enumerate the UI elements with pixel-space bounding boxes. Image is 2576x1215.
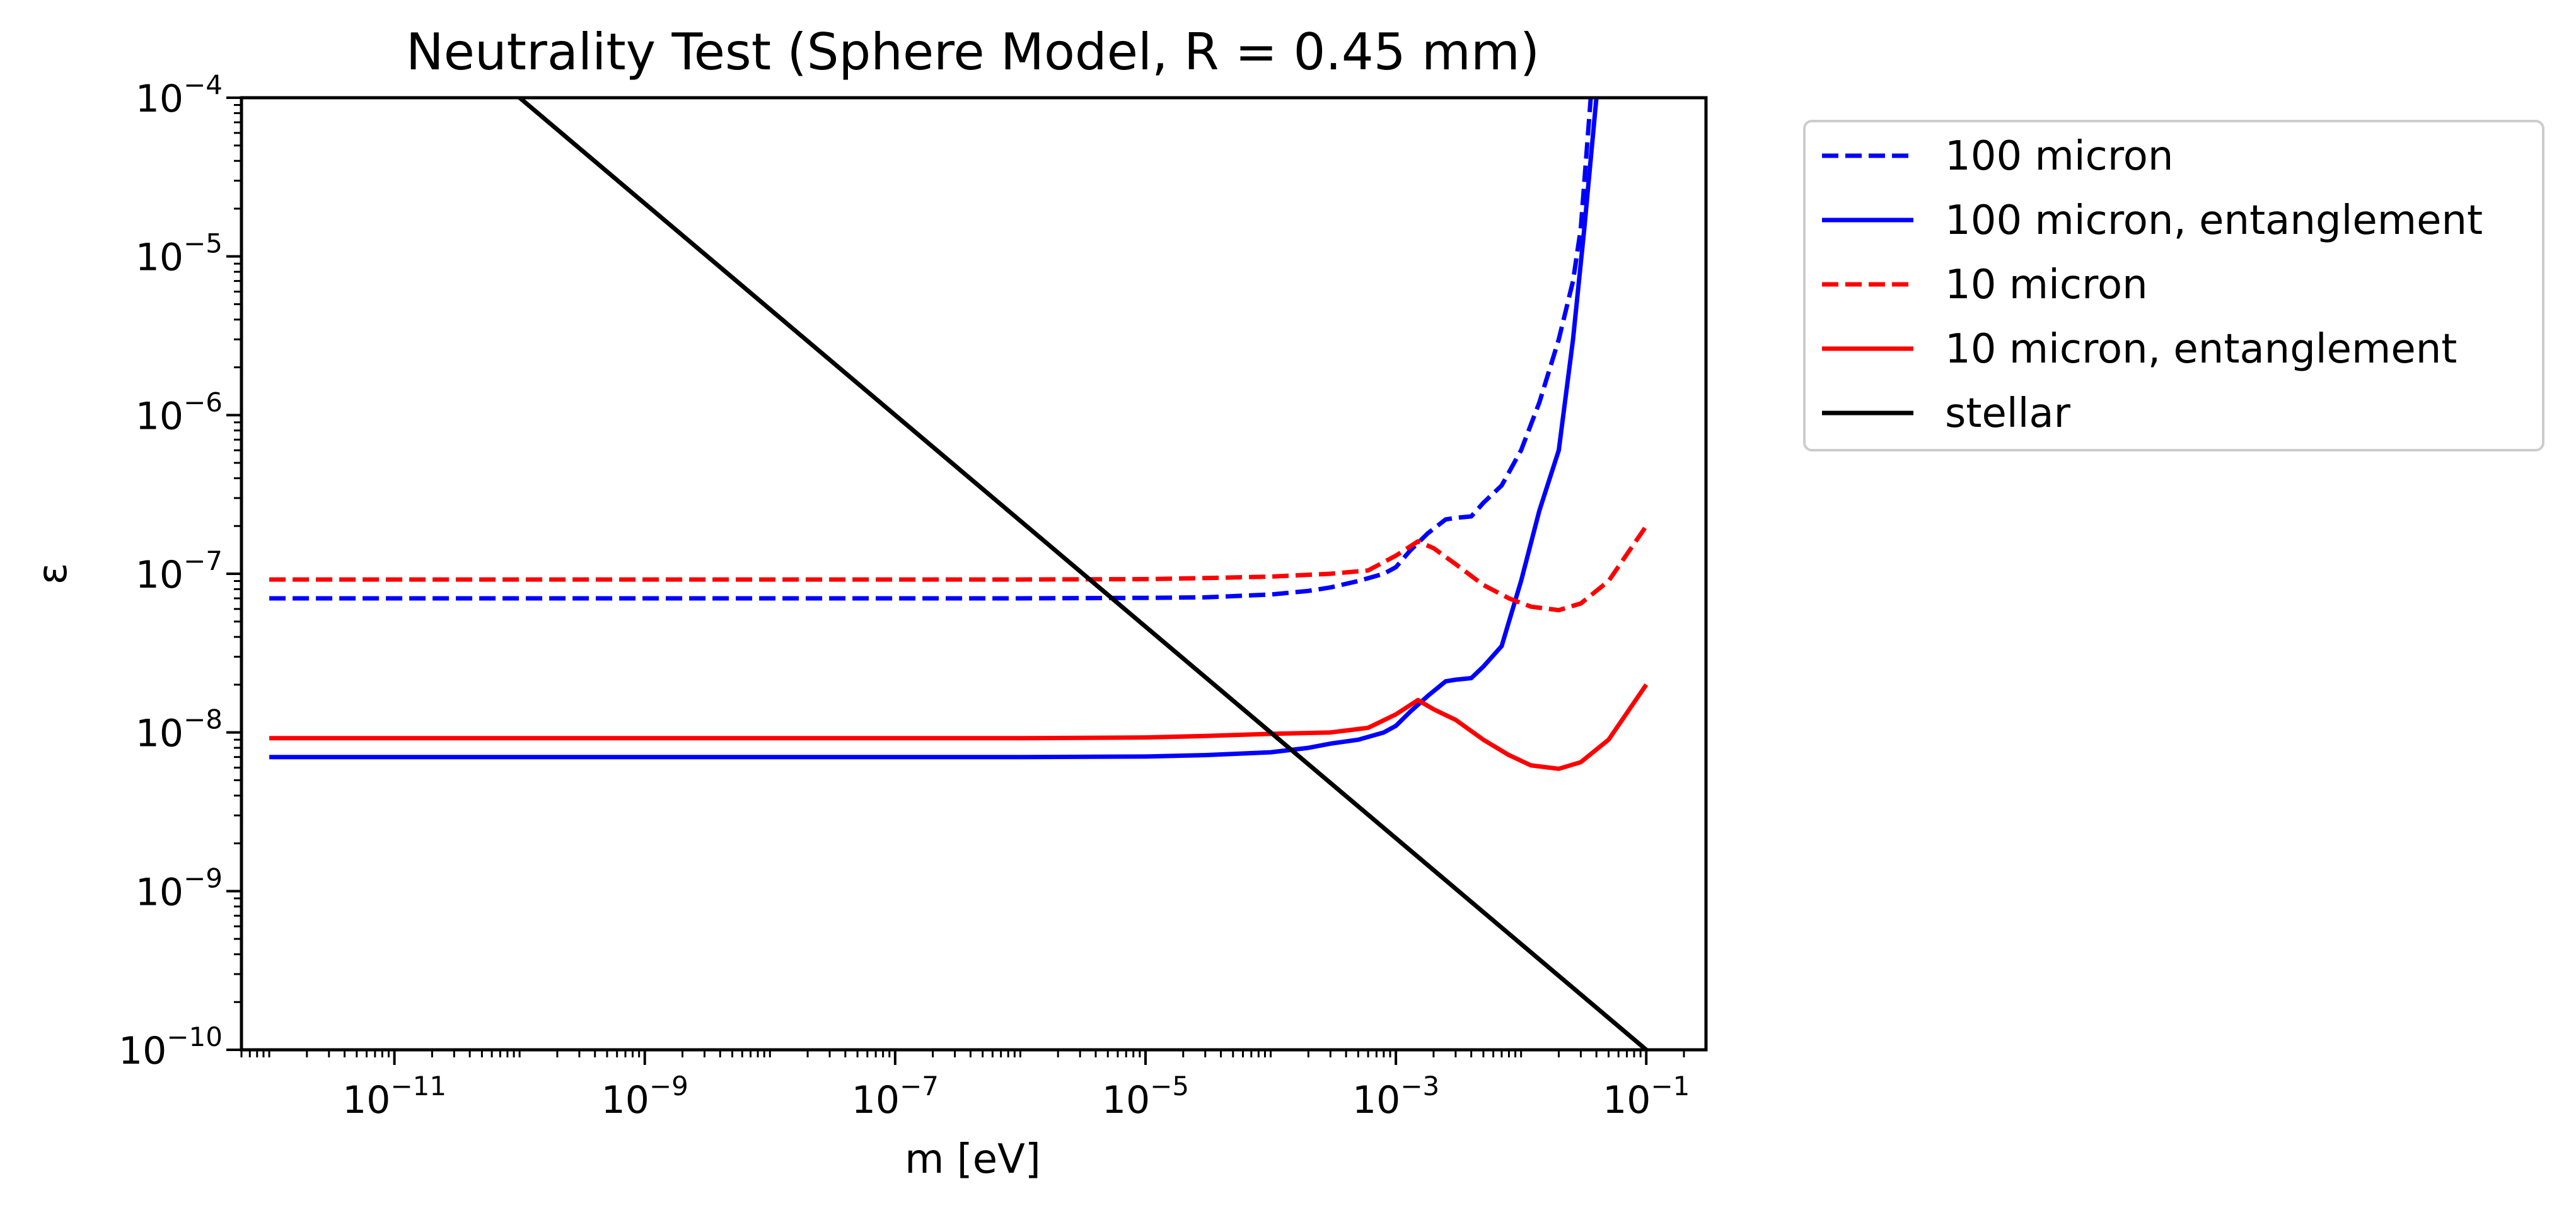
- x-tick-label: 10−3: [1352, 1071, 1439, 1122]
- y-axis-label: ε: [30, 563, 76, 585]
- x-tick-label: 10−1: [1603, 1071, 1690, 1122]
- x-tick-label: 10−11: [342, 1071, 446, 1122]
- legend-label-3: 10 micron, entanglement: [1945, 326, 2457, 373]
- series-line-2: [269, 525, 1649, 613]
- legend-box: [1803, 120, 2544, 451]
- y-tick-label: 10−4: [136, 69, 223, 121]
- x-tick-label: 10−5: [1102, 1071, 1189, 1122]
- y-tick-label: 10−7: [136, 545, 223, 597]
- y-tick-label: 10−6: [136, 387, 223, 438]
- legend-label-4: stellar: [1945, 390, 2071, 437]
- y-tick-label: 10−10: [119, 1021, 223, 1073]
- plot-frame: [240, 96, 1708, 1052]
- legend-label-0: 100 micron: [1945, 133, 2173, 180]
- y-tick-label: 10−5: [136, 228, 223, 280]
- series-line-3: [269, 683, 1649, 771]
- series-layer: [269, 98, 1649, 1050]
- y-tick-label: 10−8: [136, 704, 223, 756]
- legend-label-2: 10 micron: [1945, 262, 2148, 308]
- x-axis: 10−11 10−9 10−7 10−5 10−3 10−1: [240, 1050, 1690, 1122]
- y-axis: 10−10 10−9 10−8 10−7 10−6 10−5 10−4: [119, 69, 241, 1073]
- x-tick-label: 10−9: [601, 1071, 688, 1122]
- x-axis-label: m [eV]: [905, 1136, 1041, 1183]
- series-line-4: [518, 98, 1648, 1050]
- y-tick-label: 10−9: [136, 863, 223, 914]
- chart-title: Neutrality Test (Sphere Model, R = 0.45 …: [406, 23, 1540, 81]
- series-line-1: [269, 98, 1599, 760]
- series-line-0: [269, 98, 1593, 601]
- legend: 100 micron 100 micron, entanglement 10 mic…: [1803, 120, 2544, 451]
- x-tick-label: 10−7: [852, 1071, 939, 1122]
- legend-label-1: 100 micron, entanglement: [1945, 197, 2483, 244]
